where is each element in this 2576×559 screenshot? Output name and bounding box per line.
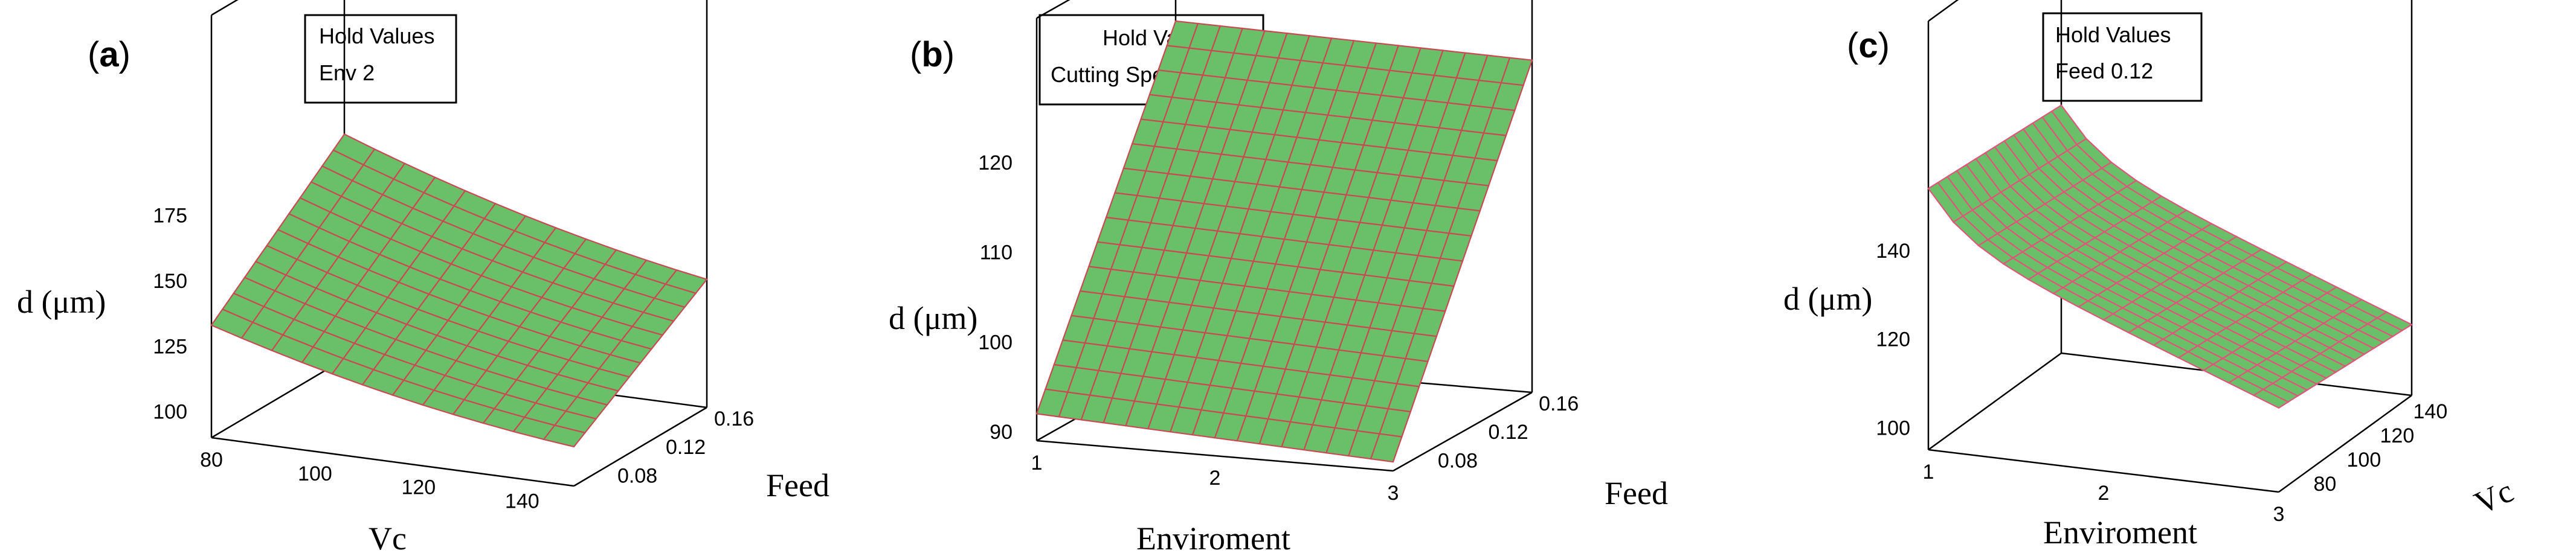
z-tick-label: 100 bbox=[153, 401, 187, 424]
x-tick-label: 2 bbox=[1209, 467, 1221, 490]
top-edge-left bbox=[1036, 0, 1071, 19]
x-tick-label: 120 bbox=[401, 476, 436, 499]
top-edge-left bbox=[211, 0, 239, 16]
x-tick-label: 3 bbox=[1388, 482, 1399, 505]
y-tick-label: 0.12 bbox=[666, 436, 706, 459]
x-axis-title: Enviroment bbox=[1136, 520, 1290, 557]
x-tick-label: 1 bbox=[1031, 452, 1043, 474]
x-tick-label: 80 bbox=[200, 449, 223, 471]
surface-cell bbox=[543, 424, 587, 448]
z-tick-label: 100 bbox=[1876, 417, 1910, 439]
response-surface bbox=[1035, 20, 1533, 463]
z-axis-title: d (μm) bbox=[17, 284, 106, 320]
hold-values-title: Hold Values bbox=[319, 24, 434, 48]
response-surface bbox=[210, 133, 708, 448]
y-axis-title: Vc bbox=[2469, 473, 2519, 522]
z-tick-label: 140 bbox=[1876, 240, 1910, 263]
z-tick-label: 150 bbox=[153, 270, 187, 293]
floor-edge-front bbox=[1928, 449, 2279, 493]
panel-b: (b) Hold Values Cutting Speed 115 1230.0… bbox=[889, 0, 1668, 557]
z-tick-label: 120 bbox=[1876, 328, 1910, 351]
x-axis-title: Enviroment bbox=[2043, 514, 2197, 551]
z-tick-label: 120 bbox=[978, 152, 1013, 174]
z-axis-title: d (μm) bbox=[889, 300, 977, 336]
y-tick-label: 0.12 bbox=[1488, 421, 1528, 444]
hold-values-frame bbox=[304, 14, 457, 104]
panel-c-label: (c) bbox=[1847, 26, 1890, 65]
x-tick-label: 3 bbox=[2273, 503, 2285, 526]
panel-c: (c) Hold Values Feed 0.12 12380100120140… bbox=[1783, 0, 2519, 551]
y-tick-label: 0.08 bbox=[617, 464, 657, 487]
hold-values-frame bbox=[2042, 12, 2203, 102]
z-tick-label: 90 bbox=[990, 421, 1013, 444]
hold-values-title: Hold Values bbox=[2055, 22, 2171, 47]
y-tick-label: 0.16 bbox=[714, 407, 754, 430]
panel-b-label: (b) bbox=[910, 35, 955, 74]
floor-edge-right bbox=[2278, 394, 2412, 493]
floor-edge-front bbox=[211, 436, 575, 487]
x-tick-label: 2 bbox=[2098, 482, 2110, 505]
x-axis-title: Vc bbox=[369, 520, 407, 557]
surface-cell bbox=[2252, 388, 2290, 409]
surface-cell bbox=[1370, 433, 1403, 463]
floor-edge-right bbox=[573, 406, 707, 487]
y-axis-title: Feed bbox=[1605, 475, 1668, 511]
panel-a: (a) Hold Values Env 2 80 100 120 140 0.08 0.1… bbox=[17, 0, 829, 557]
y-tick-label: 120 bbox=[2380, 424, 2415, 447]
z-tick-label: 100 bbox=[978, 331, 1013, 354]
x-tick-label: 1 bbox=[1923, 461, 1934, 484]
hold-values-setting: Feed 0.12 bbox=[2055, 59, 2153, 83]
floor-edge-left bbox=[1928, 352, 2062, 451]
y-tick-label: 140 bbox=[2413, 400, 2448, 423]
x-tick-label: 140 bbox=[505, 490, 539, 513]
z-tick-label: 110 bbox=[980, 241, 1013, 264]
y-tick-label: 0.16 bbox=[1539, 392, 1579, 415]
y-axis-title: Feed bbox=[766, 467, 829, 503]
x-tick-label: 100 bbox=[298, 462, 332, 485]
tick-labels: 1 2 3 0.08 0.12 0.16 90 100 110 120 bbox=[978, 152, 1579, 505]
z-tick-label: 175 bbox=[153, 205, 187, 228]
response-surface bbox=[1927, 104, 2413, 409]
hold-values-box: Hold Values Feed 0.12 bbox=[2042, 12, 2203, 102]
y-tick-label: 0.08 bbox=[1438, 449, 1478, 472]
top-edge-left bbox=[1928, 0, 1959, 22]
hold-values-box: Hold Values Env 2 bbox=[304, 14, 457, 104]
y-tick-label: 80 bbox=[2314, 473, 2337, 496]
panel-a-label: (a) bbox=[88, 35, 130, 74]
hold-values-setting: Env 2 bbox=[319, 60, 375, 85]
floor-edge-left bbox=[211, 358, 345, 439]
z-axis-title: d (μm) bbox=[1783, 281, 1872, 317]
y-tick-label: 100 bbox=[2347, 449, 2381, 471]
tick-labels: 80 100 120 140 0.08 0.12 0.16 100 125 150 175 bbox=[153, 205, 754, 513]
floor-edge-front bbox=[1036, 439, 1394, 472]
floor-edge-right bbox=[1393, 391, 1533, 472]
z-tick-label: 125 bbox=[153, 335, 187, 358]
